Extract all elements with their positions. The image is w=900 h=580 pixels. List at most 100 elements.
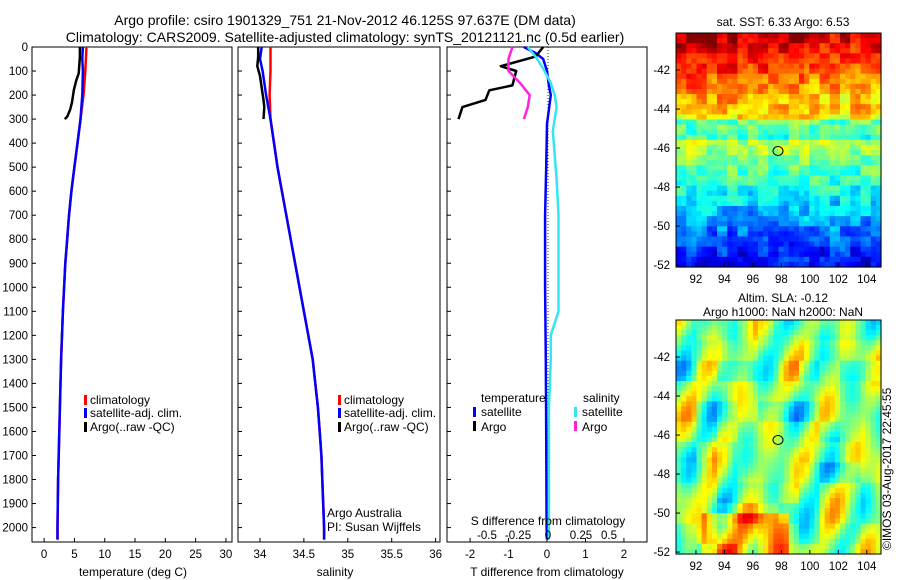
heatmap-cell [793, 109, 800, 115]
heatmap-cell [855, 345, 862, 352]
heatmap-cell [850, 261, 856, 268]
heatmap-cell [865, 431, 872, 438]
heatmap-cell [742, 58, 749, 65]
heatmap-cell [824, 482, 831, 489]
heatmap-cell [840, 211, 846, 217]
heatmap-cell [809, 528, 815, 535]
heatmap-cell [773, 175, 780, 182]
heatmap-cell [706, 73, 713, 80]
heatmap-cell [778, 48, 785, 54]
heatmap-cell [763, 216, 769, 222]
s-difference-label: S difference from climatology [471, 514, 626, 528]
heatmap-cell [804, 406, 810, 413]
heatmap-cell [819, 442, 826, 448]
legend-header-temperature: temperature [481, 391, 546, 405]
heatmap-cell [752, 426, 759, 433]
heatmap-cell [875, 330, 882, 336]
heatmap-cell [752, 538, 759, 545]
heatmap-cell [711, 134, 718, 141]
heatmap-cell [742, 43, 749, 49]
legend-swatch-satellite-adj [84, 408, 87, 418]
heatmap-cell [676, 457, 682, 464]
heatmap-cell [855, 226, 862, 232]
heatmap-cell [783, 386, 790, 392]
heatmap-cell [732, 205, 739, 212]
heatmap-cell [676, 170, 682, 177]
heatmap-cell [829, 53, 836, 60]
heatmap-cell [732, 533, 739, 540]
heatmap-cell [799, 406, 805, 413]
heatmap-cell [737, 170, 744, 177]
heatmap-cell [676, 406, 682, 413]
heatmap-cell [778, 498, 785, 504]
heatmap-cell [845, 185, 851, 192]
heatmap-cell [737, 411, 744, 418]
heatmap-cell [711, 144, 718, 151]
heatmap-cell [711, 513, 718, 519]
heatmap-cell [850, 375, 856, 382]
heatmap-cell [701, 236, 708, 243]
heatmap-cell [732, 386, 739, 392]
heatmap-cell [834, 401, 841, 408]
heatmap-cell [676, 442, 682, 448]
heatmap-cell [783, 523, 790, 530]
heatmap-cell [870, 185, 877, 192]
heatmap-cell [711, 216, 718, 222]
heatmap-cell [681, 165, 687, 171]
heatmap-cell [727, 256, 733, 263]
heatmap-cell [742, 211, 749, 217]
heatmap-cell [840, 241, 846, 248]
heatmap-cell [686, 48, 692, 54]
heatmap-cell [875, 523, 882, 530]
heatmap-cell [768, 508, 774, 514]
heatmap-cell [870, 355, 877, 362]
heatmap-cell [809, 518, 815, 525]
heatmap-cell [752, 431, 759, 438]
heatmap-cell [706, 190, 713, 197]
heatmap-cell [829, 165, 836, 171]
heatmap-cell [783, 155, 790, 161]
heatmap-cell [696, 200, 703, 207]
heatmap-cell [717, 63, 723, 70]
heatmap-cell [676, 78, 682, 85]
heatmap-cell [824, 355, 831, 362]
heatmap-cell [696, 426, 703, 433]
heatmap-cell [860, 472, 867, 479]
heatmap-cell [696, 78, 703, 85]
heatmap-cell [732, 406, 739, 413]
heatmap-cell [834, 144, 841, 151]
heatmap-cell [737, 472, 744, 479]
heatmap-cell [870, 335, 877, 341]
heatmap-cell [783, 63, 790, 70]
heatmap-cell [701, 442, 708, 448]
heatmap-cell [696, 256, 703, 263]
heatmap-cell [686, 431, 692, 438]
heatmap-cell [742, 221, 749, 227]
heatmap-cell [752, 401, 759, 408]
heatmap-cell [773, 401, 780, 408]
heatmap-cell [870, 78, 877, 85]
heatmap-cell [737, 538, 744, 545]
heatmap-cell [824, 330, 831, 336]
heatmap-cell [793, 503, 800, 509]
heatmap-cell [814, 467, 821, 474]
heatmap-cell [793, 200, 800, 207]
heatmap-cell [829, 261, 836, 268]
heatmap-cell [824, 94, 831, 100]
heatmap-cell [819, 221, 826, 227]
heatmap-cell [865, 523, 872, 530]
heatmap-cell [686, 195, 692, 202]
heatmap-cell [824, 528, 831, 535]
heatmap-cell [829, 355, 836, 362]
heatmap-cell [788, 548, 795, 555]
heatmap-cell [824, 487, 831, 494]
heatmap-cell [840, 411, 846, 418]
heatmap-cell [696, 391, 703, 397]
heatmap-cell [686, 487, 692, 494]
heatmap-cell [706, 543, 713, 550]
heatmap-cell [855, 205, 862, 212]
heatmap-cell [840, 498, 846, 504]
heatmap-cell [691, 109, 698, 115]
heatmap-cell [819, 523, 826, 530]
heatmap-cell [727, 139, 733, 146]
